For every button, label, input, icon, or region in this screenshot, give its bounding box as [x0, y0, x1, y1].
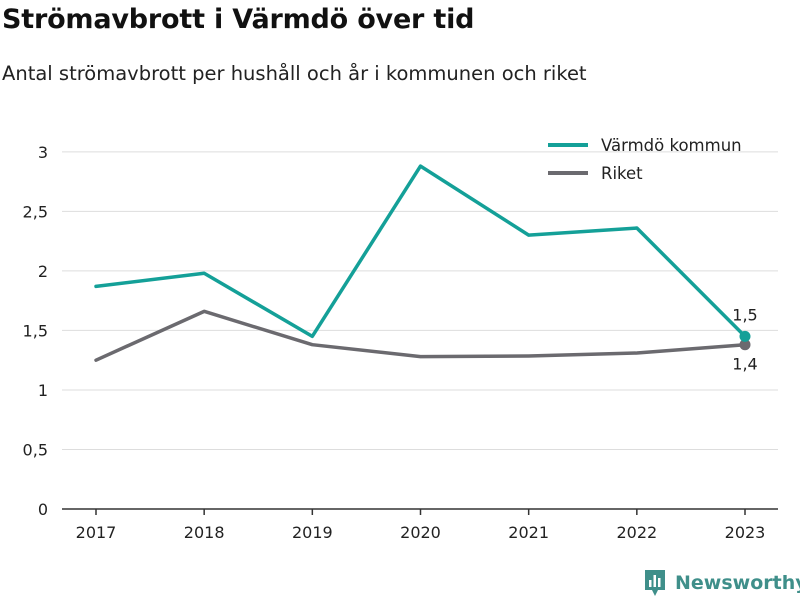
- newsworthy-icon: [645, 570, 665, 596]
- y-tick-label: 0: [38, 500, 48, 519]
- end-point-riket: [739, 339, 751, 351]
- legend: Värmdö kommun Riket: [548, 136, 742, 183]
- y-tick-label: 1,5: [23, 321, 48, 340]
- y-tick-label: 1: [38, 381, 48, 400]
- x-tick-label: 2023: [725, 523, 766, 542]
- legend-label: Värmdö kommun: [601, 136, 742, 155]
- newsworthy-logo: Newsworthy: [643, 566, 800, 600]
- axes: 0 0,5 1 1,5 2 2,5 3 2017 2018 2019 2020 2021 2022 202…: [23, 143, 778, 542]
- x-tick-label: 2017: [76, 523, 117, 542]
- data-label-riket: 1,4: [732, 355, 757, 374]
- chart-subtitle: Antal strömavbrott per hushåll och år i …: [2, 62, 587, 85]
- grid-lines: [62, 151, 778, 450]
- legend-label: Riket: [601, 164, 643, 183]
- y-tick-label: 3: [38, 143, 48, 162]
- x-tick-label: 2018: [184, 523, 225, 542]
- x-tick-label: 2021: [508, 523, 549, 542]
- chart-title: Strömavbrott i Värmdö över tid: [2, 4, 475, 35]
- legend-swatch: [548, 143, 588, 147]
- x-tick-label: 2020: [400, 523, 441, 542]
- y-tick-label: 2: [38, 262, 48, 281]
- y-tick-label: 0,5: [23, 440, 48, 459]
- y-tick-label: 2,5: [23, 202, 48, 221]
- legend-swatch: [548, 171, 588, 175]
- series-line-riket: [94, 309, 747, 362]
- data-label-varmdo: 1,5: [732, 305, 757, 324]
- brand-name: Newsworthy: [675, 572, 800, 594]
- x-tick-label: 2019: [292, 523, 333, 542]
- series-line-varmdo: [94, 164, 747, 339]
- series-lines: 1,5 1,4: [94, 164, 758, 374]
- line-chart: 0 0,5 1 1,5 2 2,5 3 2017 2018 2019 2020 2021 2022 202…: [23, 136, 778, 542]
- end-point-varmdo: [739, 330, 751, 342]
- x-tick-label: 2022: [616, 523, 657, 542]
